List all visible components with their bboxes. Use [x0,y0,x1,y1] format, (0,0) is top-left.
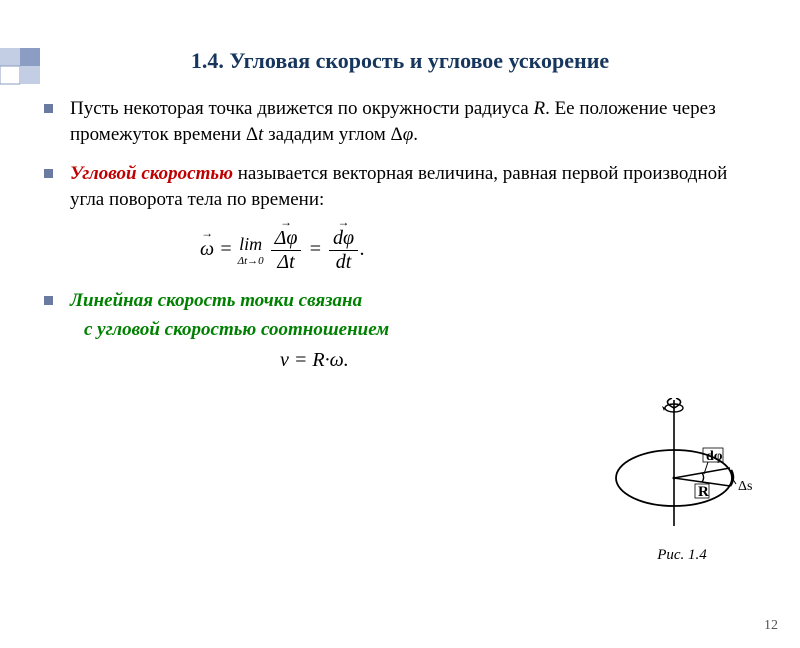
f1-eq2: = [308,238,327,260]
lim-under: Δt→0 [238,255,264,267]
f2-omega: ω [330,349,344,371]
b1-phi: φ [403,124,414,145]
lim-block: lim Δt→0 [238,234,264,267]
f2-v: v [280,349,289,371]
f1-period: . [360,238,365,260]
b3-line2: с угловой скоростью соотношением [84,319,389,340]
slide-content: Пусть некоторая точка движется по окружн… [0,96,800,372]
bullet-3-line2: с угловой скоростью соотношением [70,317,756,343]
bullet-1: Пусть некоторая точка движется по окружн… [70,96,756,147]
omega-vec: ω [200,238,214,261]
bullet-2: Угловой скоростью называется векторная в… [70,161,756,212]
f1-bot2: dt [329,251,358,274]
diagram-caption: Рис. 1.4 [602,547,762,564]
f2-R: R [312,349,324,371]
b1-mid2: зададим углом Δ [263,124,402,145]
f1-top2: dφ [333,227,354,250]
slide-title: 1.4. Угловая скорость и угловое ускорени… [0,48,800,74]
f1-bot1: Δt [271,251,302,274]
frac-dphi-dt2: dφ dt [329,227,358,274]
page-number: 12 [764,618,778,634]
b1-prefix: Пусть некоторая точка движется по окружн… [70,98,533,119]
f1-eq: = [214,238,238,260]
f2-eq: = [289,349,313,371]
term-linear-velocity: Линейная скорость точки связана [70,290,362,311]
term-angular-velocity: Угловой скоростью [70,163,233,184]
b1-R: R [533,98,545,119]
formula-omega: ω = lim Δt→0 Δφ Δt = dφ dt . [70,227,756,274]
lim-text: lim [239,234,262,254]
bullet-3: Линейная скорость точки связана [70,288,756,314]
frac-dphi-dt1: Δφ Δt [271,227,302,274]
formula-v: v = R·ω. [70,349,756,372]
f2-period: . [344,349,349,371]
corner-decoration [0,48,60,98]
f1-top1: Δφ [275,227,298,250]
label-ds: Δs [738,479,752,494]
rotation-diagram: dφ R Δs Рис. 1.4 [602,398,762,564]
b1-end: . [413,124,418,145]
